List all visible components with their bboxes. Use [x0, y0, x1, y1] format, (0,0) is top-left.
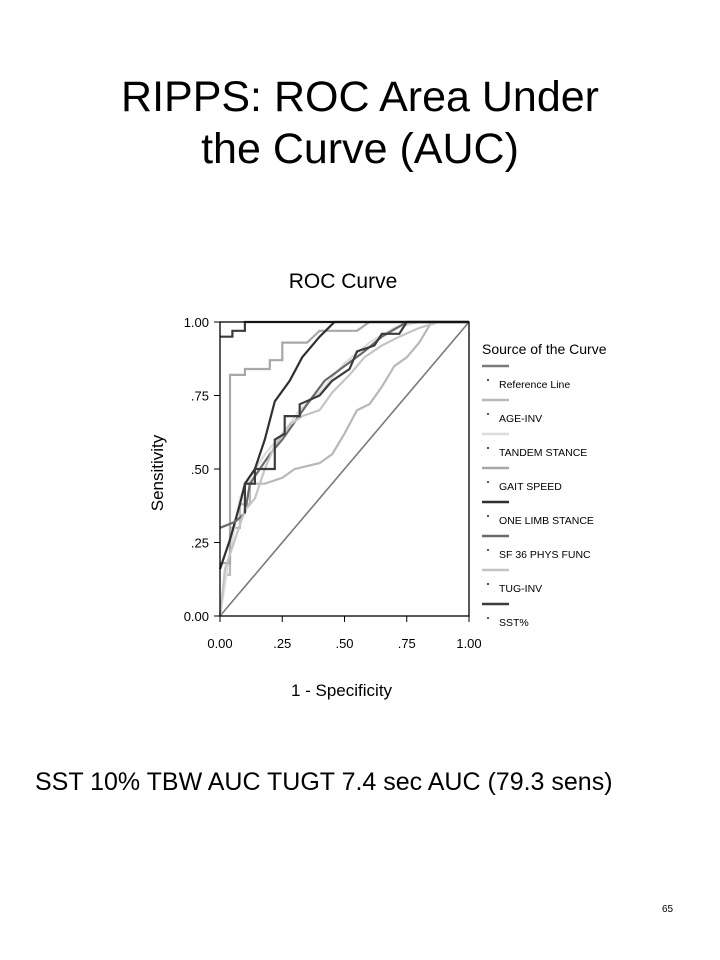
y-tick-label: 0.00	[184, 609, 209, 624]
y-tick-label: .75	[191, 389, 209, 404]
legend-marker	[487, 617, 489, 619]
legend-label: SST%	[499, 617, 529, 629]
roc-series-line	[219, 321, 470, 617]
legend-marker	[487, 549, 489, 551]
x-tick-label: .75	[398, 636, 416, 651]
roc-series-line	[218, 320, 469, 617]
legend-label: TUG-INV	[499, 583, 542, 595]
chart-title: ROC Curve	[289, 270, 398, 293]
roc-series-line	[243, 320, 469, 514]
x-tick-label: .50	[335, 636, 353, 651]
legend-marker	[487, 481, 489, 483]
roc-series-line	[220, 320, 469, 565]
slide-title-line-2: the Curve (AUC)	[201, 124, 519, 173]
legend-label: AGE-INV	[499, 413, 542, 425]
legend-label: Reference Line	[499, 379, 570, 391]
legend-marker	[487, 447, 489, 449]
legend-label: GAIT SPEED	[499, 481, 562, 493]
legend-marker	[487, 413, 489, 415]
slide-title: RIPPS: ROC Area Under the Curve (AUC)	[0, 72, 720, 175]
slide-title-line-1: RIPPS: ROC Area Under	[121, 73, 599, 121]
legend-title: Source of the Curve	[482, 341, 607, 357]
y-tick-label: 1.00	[184, 315, 209, 330]
page-number: 65	[662, 904, 674, 915]
legend-marker	[487, 583, 489, 585]
y-axis-label: Sensitivity	[148, 434, 167, 511]
roc-series-line	[218, 320, 469, 570]
y-tick-label: .50	[191, 462, 209, 477]
y-tick-label: .25	[191, 536, 209, 551]
x-tick-label: .25	[273, 636, 291, 651]
legend-marker	[487, 379, 489, 381]
roc-series-line	[219, 320, 469, 529]
x-tick-label: 0.00	[207, 636, 232, 651]
slide-caption: SST 10% TBW AUC TUGT 7.4 sec AUC (79.3 s…	[35, 768, 613, 796]
x-axis-label: 1 - Specificity	[291, 681, 393, 700]
legend-marker	[487, 515, 489, 517]
x-tick-label: 1.00	[456, 636, 481, 651]
legend-label: ONE LIMB STANCE	[499, 515, 594, 527]
legend-label: SF 36 PHYS FUNC	[499, 549, 591, 561]
legend-label: TANDEM STANCE	[499, 447, 587, 459]
